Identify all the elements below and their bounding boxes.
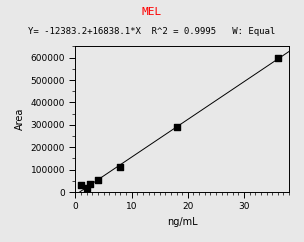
Point [84, 186, 89, 189]
Y-axis label: Area: Area [15, 108, 25, 130]
X-axis label: ng/mL: ng/mL [167, 217, 198, 227]
Point [275, 56, 280, 60]
Point [118, 166, 123, 169]
Text: Y= -12383.2+16838.1*X  R^2 = 0.9995   W: Equal: Y= -12383.2+16838.1*X R^2 = 0.9995 W: Eq… [28, 27, 276, 36]
Point [87, 182, 92, 186]
Point [79, 183, 84, 187]
Text: MEL: MEL [142, 7, 162, 17]
Point [174, 125, 179, 129]
Point [95, 178, 100, 182]
